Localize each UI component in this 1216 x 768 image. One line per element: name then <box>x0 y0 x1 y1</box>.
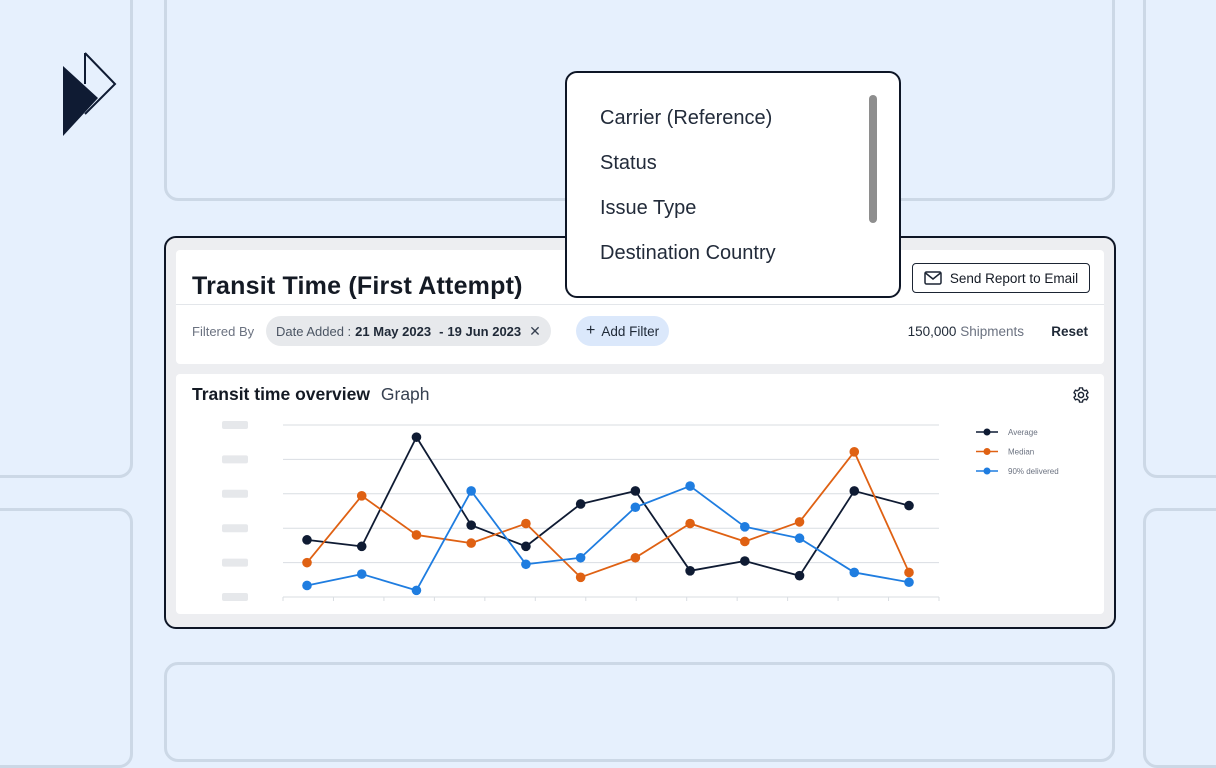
shipment-count-unit: Shipments <box>960 324 1024 339</box>
data-point <box>356 491 367 501</box>
data-point <box>685 566 695 576</box>
data-point <box>466 520 476 530</box>
data-point <box>302 557 312 568</box>
shipment-count-value: 150,000 <box>907 324 957 339</box>
data-point <box>302 535 312 545</box>
close-icon[interactable]: ✕ <box>529 322 541 339</box>
data-point <box>302 580 312 591</box>
data-point <box>411 432 422 442</box>
brand-logo-icon <box>63 52 117 136</box>
data-point <box>685 518 695 529</box>
data-point <box>356 541 367 552</box>
chip-label: Date Added : <box>276 323 352 339</box>
data-point <box>849 567 860 578</box>
chart-card: Transit time overview Graph Average Media… <box>176 374 1104 614</box>
group-by-dropdown: Carrier (Reference) Status Issue Type De… <box>565 71 901 298</box>
series-line-1 <box>306 450 910 579</box>
legend-marker <box>983 428 991 436</box>
chart-title: Transit time overview Graph <box>192 384 430 405</box>
data-point <box>849 486 860 496</box>
legend-marker <box>983 448 991 455</box>
reset-button[interactable]: Reset <box>1051 324 1088 339</box>
report-panel: Transit Time (First Attempt) Send Report… <box>164 236 1116 629</box>
shipment-count: 150,000 Shipments <box>908 324 1024 339</box>
background-card <box>0 508 133 768</box>
background-card <box>1143 508 1216 768</box>
send-report-label: Send Report to Email <box>949 270 1079 286</box>
data-point <box>356 569 367 579</box>
data-point <box>630 486 641 496</box>
series-line-2 <box>306 485 910 592</box>
data-point <box>466 486 476 496</box>
series-line-0 <box>306 436 910 577</box>
data-point <box>794 570 805 581</box>
data-point <box>740 556 750 566</box>
y-tick-label-placeholder <box>222 558 248 567</box>
chart-view-label: Graph <box>380 384 430 404</box>
dropdown-item-destination-country[interactable]: Destination Country <box>600 242 776 264</box>
data-point <box>630 552 641 563</box>
legend-label: Median <box>1008 448 1034 457</box>
legend-label: Average <box>1008 428 1038 437</box>
date-filter-chip[interactable]: Date Added : 21 May 2023 - 19 Jun 2023 ✕ <box>266 316 551 346</box>
data-point <box>904 567 914 578</box>
data-point <box>904 577 914 588</box>
plus-icon: + <box>586 322 596 339</box>
y-tick-label-placeholder <box>222 489 248 498</box>
background-card <box>1143 0 1216 478</box>
dropdown-scrollbar[interactable] <box>869 95 877 223</box>
background-card <box>164 662 1115 762</box>
y-tick-label-placeholder <box>222 421 248 429</box>
chip-separator: - <box>439 323 444 339</box>
dropdown-item-carrier[interactable]: Carrier (Reference) <box>600 107 773 129</box>
send-report-button[interactable]: Send Report to Email <box>912 263 1090 293</box>
legend-marker <box>983 467 991 475</box>
data-point <box>575 572 586 583</box>
gear-icon[interactable] <box>1072 386 1090 404</box>
add-filter-label: Add Filter <box>601 323 660 339</box>
data-point <box>521 541 531 552</box>
add-filter-button[interactable]: + Add Filter <box>576 316 670 346</box>
data-point <box>521 559 531 570</box>
data-point <box>630 502 641 513</box>
data-point <box>740 536 750 547</box>
chip-start-date: 21 May 2023 <box>355 323 432 339</box>
mail-icon <box>924 271 942 285</box>
chip-end-date: 19 Jun 2023 <box>447 323 522 339</box>
y-tick-label-placeholder <box>222 455 248 464</box>
legend-label: 90% delivered <box>1008 467 1059 476</box>
y-tick-label-placeholder <box>222 593 248 601</box>
data-point <box>794 517 805 527</box>
data-point <box>740 522 750 532</box>
y-tick-label-placeholder <box>222 524 248 533</box>
data-point <box>575 552 586 563</box>
dropdown-item-issue-type[interactable]: Issue Type <box>600 197 697 219</box>
report-title: Transit Time (First Attempt) <box>192 272 523 300</box>
data-point <box>521 518 531 529</box>
report-header: Transit Time (First Attempt) Send Report… <box>176 250 1104 364</box>
data-point <box>849 447 860 457</box>
data-point <box>411 530 422 540</box>
chart-heading: Transit time overview <box>192 384 370 404</box>
divider <box>176 304 1104 305</box>
data-point <box>904 500 914 511</box>
data-point <box>794 533 805 544</box>
transit-time-chart: Average Median 90% delivered <box>222 421 1059 601</box>
filtered-by-label: Filtered By <box>192 324 255 339</box>
data-point <box>466 538 476 548</box>
data-point <box>575 499 586 509</box>
data-point <box>411 585 422 596</box>
data-point <box>685 481 695 491</box>
dropdown-item-status[interactable]: Status <box>600 152 657 174</box>
